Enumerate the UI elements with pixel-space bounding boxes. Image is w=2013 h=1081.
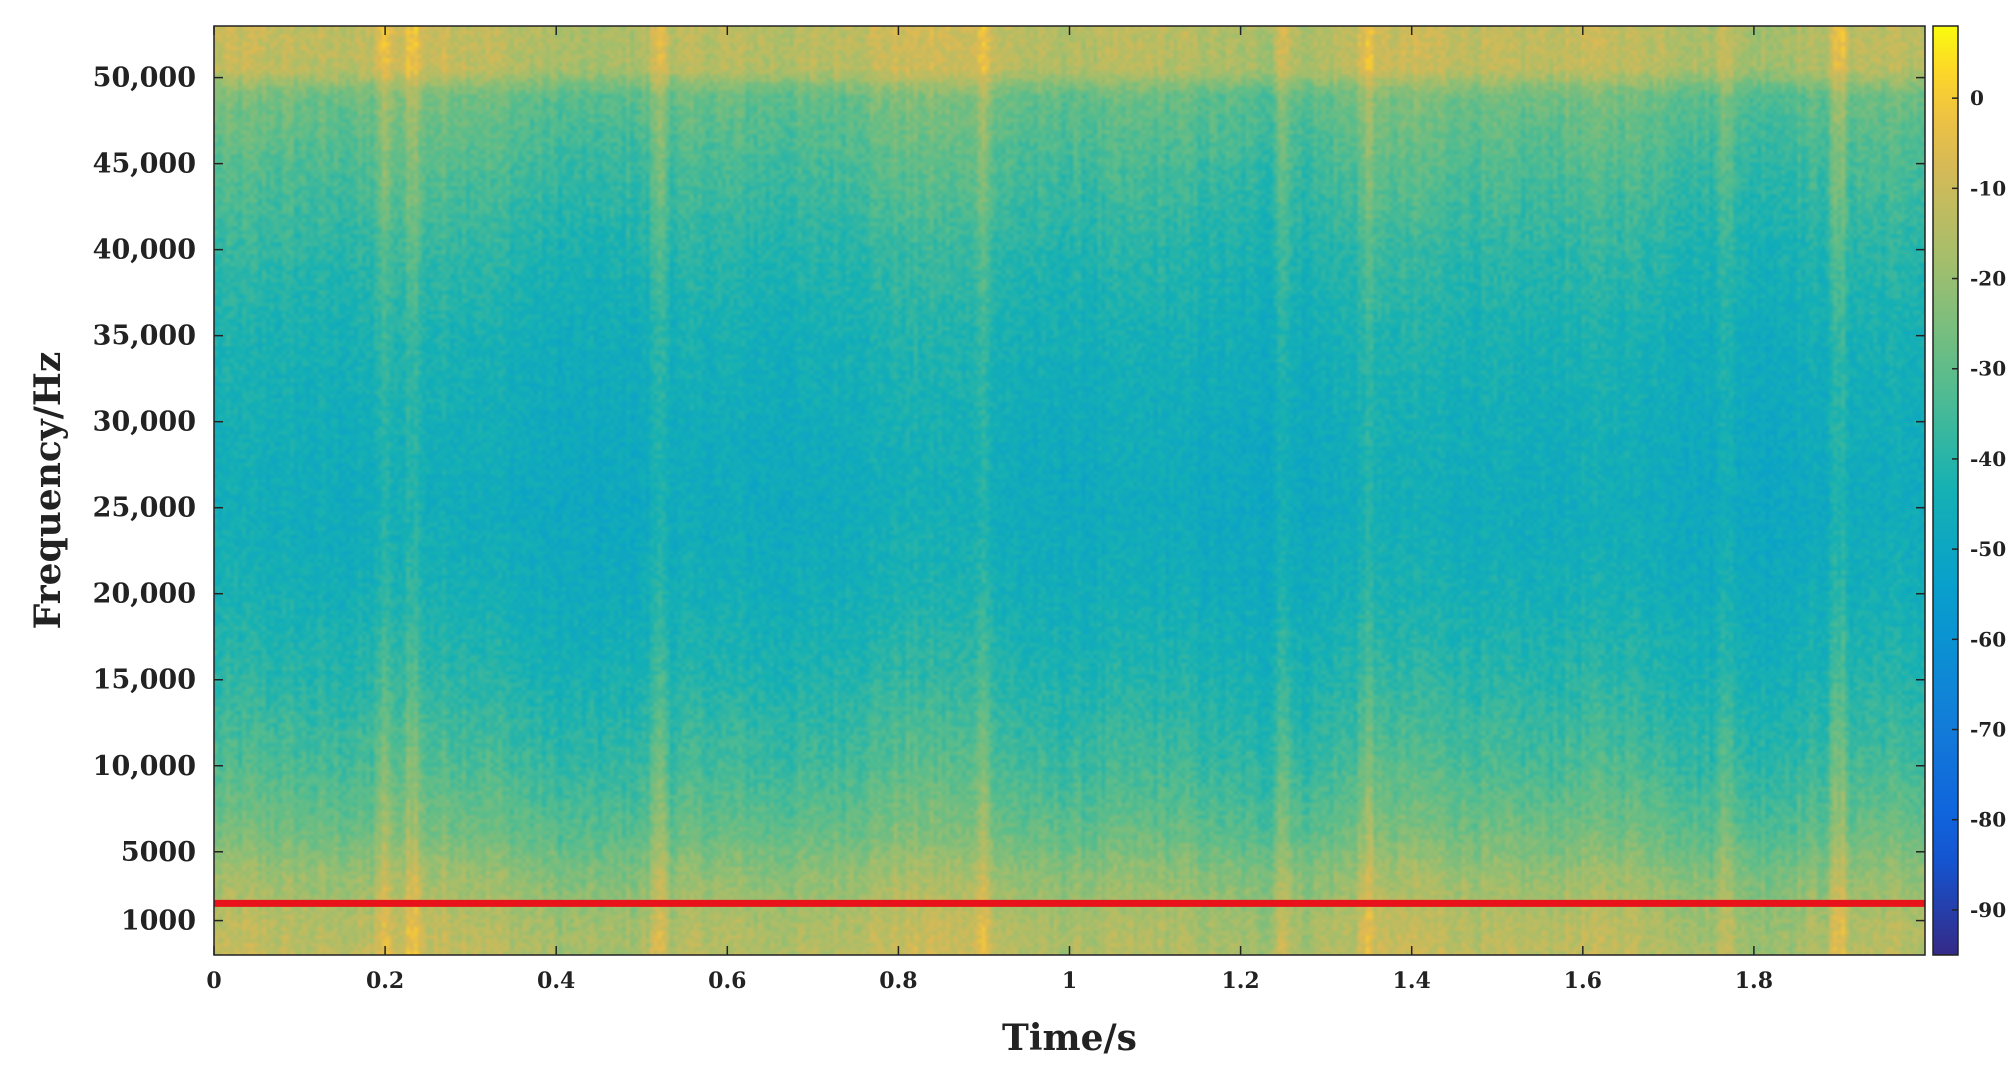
x-tick-label: 0.4 [537, 968, 575, 994]
x-tick-label: 0.2 [366, 968, 404, 994]
colorbar-tick-label: -70 [1970, 718, 2006, 742]
y-tick-label: 10,000 [93, 751, 196, 782]
y-tick-label: 5000 [121, 837, 196, 868]
x-axis-label: Time/s [1002, 1017, 1137, 1059]
y-tick-label: 45,000 [93, 149, 196, 180]
x-axis: 0 0.2 0.4 0.6 0.8 1 1.2 1.4 1.6 1.8 [206, 26, 1773, 994]
colorbar-tick-label: -60 [1970, 627, 2006, 651]
y-tick-label: 50,000 [93, 63, 196, 94]
x-tick-label: 1.2 [1221, 968, 1259, 994]
spectrogram-cells [214, 26, 1925, 955]
x-tick-label: 1.8 [1735, 968, 1773, 994]
y-tick-label: 1000 [121, 906, 196, 937]
y-tick-label: 25,000 [93, 493, 196, 524]
x-tick-label: 0 [206, 968, 221, 994]
colorbar-ticks: 0 -10 -20 -30 -40 -50 -60 -70 -80 -90 [1952, 86, 2006, 922]
heatmap-image [214, 26, 1925, 955]
x-tick-label: 1.6 [1564, 968, 1602, 994]
x-tick-label: 1.4 [1393, 968, 1431, 994]
y-axis: 1000 5000 10,000 15,000 20,000 25,000 30,000 35… [93, 63, 1925, 937]
y-tick-label: 35,000 [93, 321, 196, 352]
y-tick-label: 15,000 [93, 665, 196, 696]
colorbar-tick-label: -40 [1970, 447, 2006, 471]
colorbar-tick-label: -30 [1970, 357, 2006, 381]
colorbar-tick-label: -10 [1970, 176, 2006, 200]
colorbar [1932, 25, 1959, 956]
y-tick-label: 30,000 [93, 407, 196, 438]
colorbar-tick-label: -90 [1970, 898, 2006, 922]
colorbar-tick-label: 0 [1970, 86, 1984, 110]
x-tick-label: 0.8 [879, 968, 917, 994]
colorbar-tick-label: -20 [1970, 267, 2006, 291]
y-axis-label: Frequency/Hz [27, 352, 69, 630]
colorbar-tick-label: -50 [1970, 537, 2006, 561]
y-tick-label: 20,000 [93, 579, 196, 610]
x-tick-label: 0.6 [708, 968, 746, 994]
colorbar-tick-label: -80 [1970, 808, 2006, 832]
y-tick-label: 40,000 [93, 235, 196, 266]
x-tick-label: 1 [1062, 968, 1077, 994]
